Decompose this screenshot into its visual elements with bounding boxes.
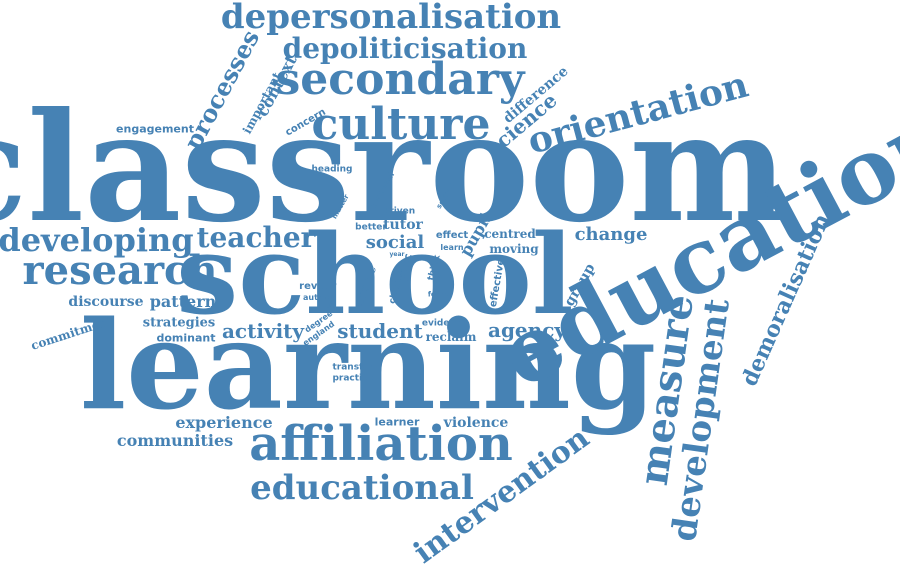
cloud-word-better: better <box>355 222 387 233</box>
cloud-word-school: school <box>176 210 574 339</box>
cloud-word-force: force <box>427 290 449 299</box>
cloud-word-teacher: teacher <box>196 221 316 254</box>
cloud-word-driven: driven <box>382 206 416 217</box>
cloud-word-activity: activity <box>221 319 305 343</box>
cloud-word-agency: agency <box>487 318 567 342</box>
cloud-word-strategies: strategies <box>142 315 216 331</box>
cloud-word-culture: culture <box>311 99 491 150</box>
cloud-word-communities: communities <box>116 431 234 450</box>
cloud-word-reclaim: reclaim <box>425 330 477 344</box>
cloud-word-affiliation: affiliation <box>249 416 513 472</box>
cloud-word-developing: developing <box>0 221 194 259</box>
cloud-word-evident: evident <box>421 318 461 329</box>
cloud-word-dominant: dominant <box>156 331 216 345</box>
cloud-word-student: student <box>337 319 423 343</box>
cloud-word-depoliticisation: depoliticisation <box>282 32 528 65</box>
cloud-word-effect: effect <box>435 230 469 241</box>
cloud-word-transfer: transfer <box>332 362 374 373</box>
cloud-word-secondary: secondary <box>275 54 525 105</box>
cloud-word-discourse: discourse <box>68 294 144 310</box>
cloud-word-research: research <box>22 247 218 294</box>
cloud-word-social: social <box>365 232 425 253</box>
cloud-word-centred: centred <box>484 227 536 241</box>
cloud-word-tutor: tutor <box>383 217 423 233</box>
cloud-word-practice: practice <box>332 373 374 384</box>
cloud-word-educational: educational <box>250 468 474 508</box>
cloud-word-change: change <box>574 224 648 245</box>
cloud-word-violence: violence <box>443 415 509 431</box>
cloud-word-heading: heading <box>311 164 353 175</box>
cloud-word-moving: moving <box>489 242 539 256</box>
cloud-word-classroom: classroom <box>0 80 789 256</box>
cloud-word-year: year <box>389 251 405 258</box>
cloud-word-learning: learning <box>79 293 657 437</box>
cloud-word-review: review <box>299 281 337 292</box>
cloud-word-learner: learner <box>374 415 420 429</box>
cloud-word-author: author <box>302 293 334 302</box>
cloud-word-pattern: pattern <box>149 292 217 311</box>
cloud-word-depersonalisation: depersonalisation <box>220 0 562 37</box>
cloud-word-learn: learn <box>440 243 464 252</box>
cloud-word-engagement: engagement <box>116 122 194 136</box>
cloud-word-experience: experience <box>175 413 273 432</box>
